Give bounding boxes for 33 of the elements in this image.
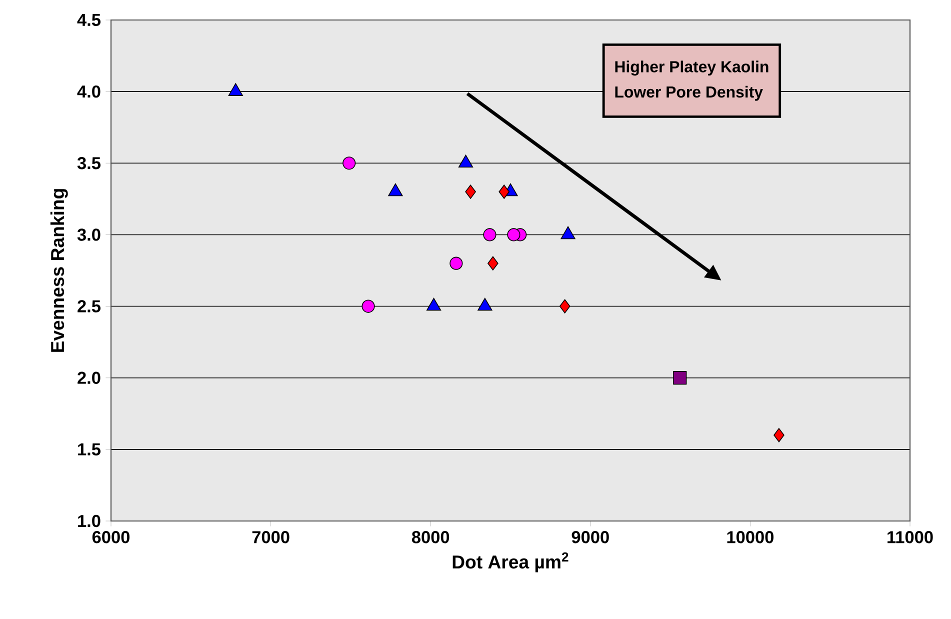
- y-tick-label: 4.0: [77, 85, 100, 98]
- x-axis-title: Dot Area µm$^{2}$: [452, 552, 568, 572]
- point: [450, 256, 463, 270]
- x-tick-label: 11000: [888, 531, 933, 544]
- annotation: Higher Platey Kaolin: [615, 60, 768, 76]
- point: [559, 299, 570, 314]
- x-tick-label: 6000: [92, 531, 130, 544]
- point: [465, 184, 476, 199]
- point: [458, 154, 474, 168]
- point: [507, 228, 520, 242]
- y-tick-label: 2.5: [78, 300, 101, 312]
- y-tick-label: 1.5: [78, 443, 101, 456]
- point: [228, 83, 243, 96]
- point: [388, 183, 403, 196]
- y-tick-label: 1.0: [78, 514, 100, 528]
- y-tick-label: 2.0: [78, 372, 100, 384]
- point: [342, 156, 356, 170]
- x-tick-label: 8000: [412, 531, 450, 544]
- x-tick-label: 9000: [572, 531, 609, 544]
- point: [673, 371, 687, 385]
- y-tick-label: 4.5: [77, 14, 101, 26]
- y-tick-label: 3.5: [77, 157, 101, 170]
- y-tick-label: 3.0: [77, 228, 100, 241]
- point: [774, 428, 784, 442]
- point: [488, 256, 498, 270]
- x-tick-label: 10000: [727, 531, 774, 544]
- x-tick-label: 7000: [252, 531, 290, 544]
- point: [498, 184, 510, 199]
- y-axis-title: Evenness Ranking: [50, 189, 68, 352]
- point: [560, 226, 576, 240]
- point: [483, 228, 496, 242]
- annotation: Lower Pore Density: [615, 86, 763, 101]
- point: [362, 300, 375, 313]
